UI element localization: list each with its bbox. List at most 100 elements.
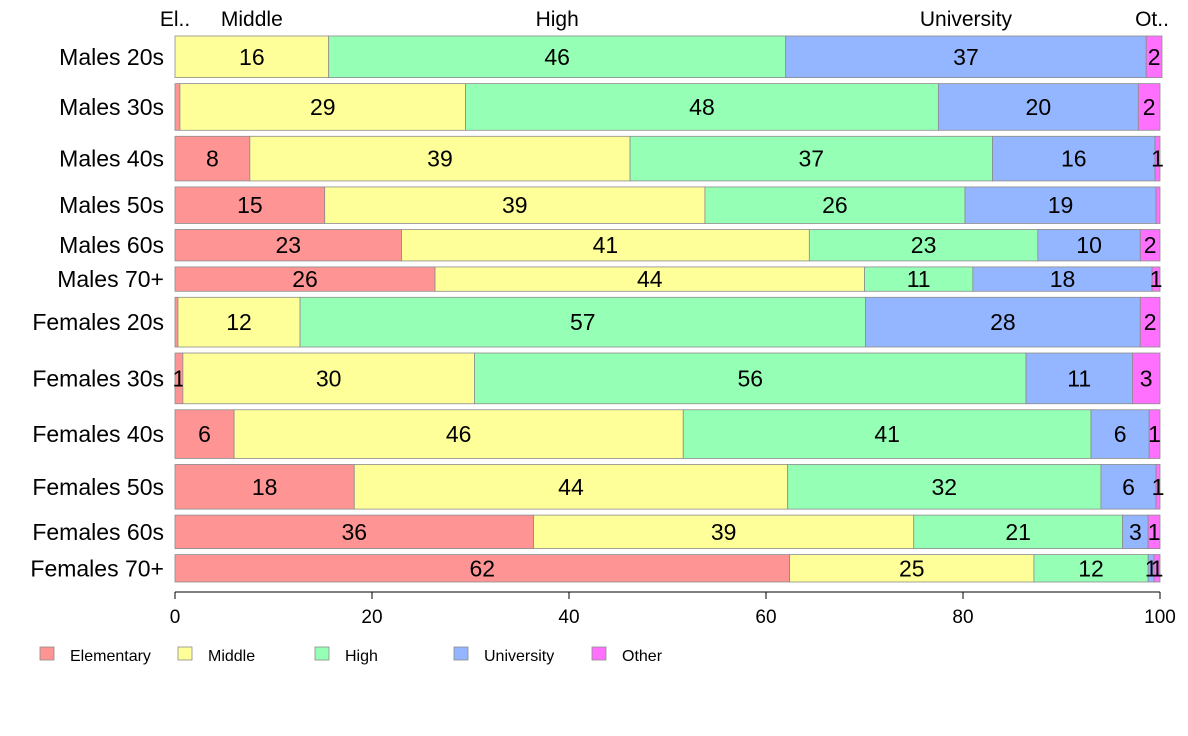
data-label: 1 <box>1148 421 1161 447</box>
bar-segment <box>434 266 865 292</box>
bar-segment <box>177 296 301 348</box>
category-label: Males 60s <box>59 232 164 258</box>
data-label: 20 <box>1026 94 1052 120</box>
bar-segment <box>174 464 355 510</box>
bar-segment <box>1132 352 1161 405</box>
data-label: 44 <box>558 474 584 500</box>
legend-label: Other <box>622 648 663 665</box>
data-label: 1 <box>1151 555 1164 581</box>
data-label: 39 <box>502 192 528 218</box>
bar-segment <box>937 83 1139 131</box>
bar-segment <box>328 35 787 79</box>
legend-swatch <box>453 646 469 661</box>
data-label: 25 <box>899 555 925 581</box>
bar-segment <box>964 186 1157 224</box>
legend-swatch <box>39 646 55 661</box>
data-label: 12 <box>226 309 252 335</box>
bar-segment <box>1025 352 1133 405</box>
x-tick-label: 40 <box>558 607 579 628</box>
data-label: 6 <box>1122 474 1135 500</box>
top-series-label: Middle <box>221 8 283 31</box>
data-label: 41 <box>874 421 900 447</box>
data-label: 48 <box>689 94 715 120</box>
data-label: 18 <box>252 474 278 500</box>
data-label: 44 <box>637 266 663 292</box>
top-series-label: University <box>920 8 1013 31</box>
category-label: Females 30s <box>32 365 164 391</box>
bar-segment <box>864 266 974 292</box>
category-label: Males 70+ <box>57 266 164 292</box>
bar-segment <box>1100 464 1157 510</box>
category-label: Males 30s <box>59 94 164 120</box>
bar-segment <box>682 409 1092 459</box>
bar-segment <box>865 296 1141 348</box>
legend-label: Elementary <box>70 648 151 665</box>
bar-segment <box>1139 296 1161 348</box>
data-label: 15 <box>237 192 263 218</box>
category-labels: Males 20s Males 30s Males 40s Males 50s Male… <box>30 44 164 581</box>
top-series-label: Ot.. <box>1135 8 1169 31</box>
bar-segment <box>1155 186 1161 224</box>
bar-segment <box>789 554 1035 583</box>
bar-segment <box>401 229 810 262</box>
category-label: Females 40s <box>32 421 164 447</box>
data-label: 37 <box>799 146 825 172</box>
data-label: 29 <box>310 94 336 120</box>
bar-segment <box>972 266 1153 292</box>
bar-segment <box>174 296 179 348</box>
legend-label: High <box>345 648 378 665</box>
bar-segment <box>913 514 1123 550</box>
category-label: Females 60s <box>32 519 164 545</box>
bar-segment <box>1145 35 1163 79</box>
data-label: 6 <box>1114 421 1127 447</box>
data-label: 3 <box>1140 365 1153 391</box>
category-label: Males 20s <box>59 44 164 70</box>
data-label: 2 <box>1143 94 1156 120</box>
bar-segment <box>353 464 789 510</box>
data-label: 16 <box>239 44 265 70</box>
data-label: 39 <box>427 146 453 172</box>
bar-segment <box>1154 135 1161 182</box>
data-label: 19 <box>1048 192 1074 218</box>
data-label: 1 <box>173 365 186 391</box>
bar-segment <box>249 135 631 182</box>
top-series-label: El.. <box>160 8 190 31</box>
data-label: 2 <box>1144 309 1157 335</box>
bar-segment <box>174 266 436 292</box>
data-label: 6 <box>198 421 211 447</box>
category-label: Females 70+ <box>30 555 164 581</box>
data-label: 62 <box>470 555 496 581</box>
data-label: 1 <box>1148 519 1161 545</box>
data-label: 21 <box>1005 519 1031 545</box>
legend-swatch <box>591 646 607 661</box>
bar-segment <box>1147 514 1161 550</box>
data-label: 41 <box>593 232 619 258</box>
data-label: 3 <box>1129 519 1142 545</box>
data-label: 1 <box>1152 474 1165 500</box>
data-label: 18 <box>1050 266 1076 292</box>
bar-segment <box>1137 83 1161 131</box>
data-label: 1 <box>1151 146 1164 172</box>
data-label: 16 <box>1061 146 1087 172</box>
legend-swatch <box>314 646 330 661</box>
bar-segment <box>992 135 1156 182</box>
data-label: 46 <box>446 421 472 447</box>
legend-label: Middle <box>208 648 255 665</box>
data-label: 46 <box>544 44 570 70</box>
bar-segment <box>1090 409 1150 459</box>
data-label: 30 <box>316 365 342 391</box>
bar-segment <box>174 135 251 182</box>
bar-segment <box>704 186 966 224</box>
data-label: 2 <box>1144 232 1157 258</box>
bar-segment <box>808 229 1039 262</box>
bar-segment <box>533 514 915 550</box>
data-label: 39 <box>711 519 737 545</box>
x-tick-label: 60 <box>755 607 776 628</box>
data-label: 11 <box>907 266 931 292</box>
bar-segment <box>629 135 993 182</box>
data-label: 57 <box>570 309 596 335</box>
legend-swatch <box>177 646 193 661</box>
category-label: Females 50s <box>32 474 164 500</box>
